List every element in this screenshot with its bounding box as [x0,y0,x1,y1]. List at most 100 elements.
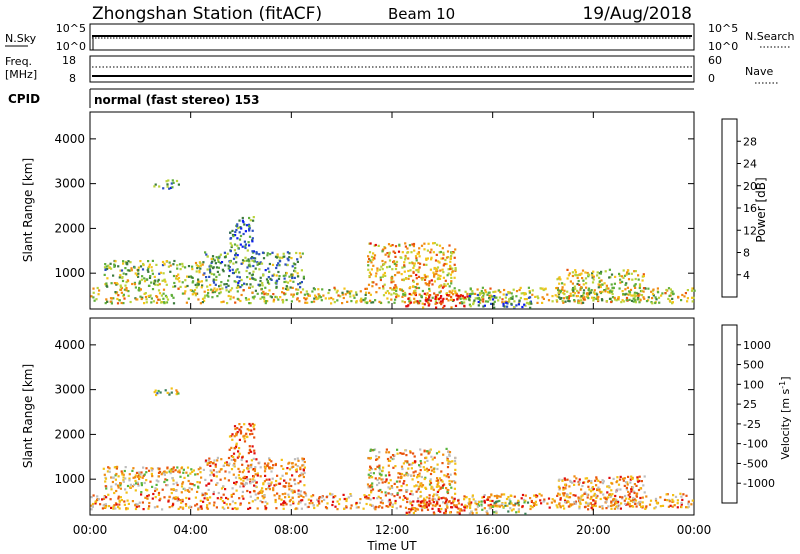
range-cell [437,485,441,488]
range-cell [173,496,176,499]
range-cell [262,290,265,293]
range-cell [298,300,301,303]
range-cell [399,472,402,475]
range-cell [630,294,633,297]
range-cell [623,499,626,502]
range-cell [230,458,233,462]
range-cell [540,494,543,497]
range-cell [239,478,243,481]
range-cell [405,305,408,308]
range-cell [445,487,448,490]
range-cell [613,296,616,299]
xtick-label: 08:00 [274,523,309,537]
range-cell [432,271,435,274]
range-cell [210,288,213,291]
range-cell [446,473,449,476]
range-cell [374,299,377,302]
velocity-frame [89,317,695,516]
range-cell [249,433,252,436]
range-cell [101,507,104,510]
range-cell [515,304,518,307]
range-cell [175,179,179,183]
range-cell [183,476,186,479]
range-cell [454,304,458,307]
range-cell [308,502,311,505]
range-cell [448,285,451,288]
range-cell [536,295,539,298]
range-cell [208,461,211,464]
range-cell [577,279,580,283]
range-cell [125,273,128,276]
range-cell [352,294,355,297]
range-cell [423,273,426,277]
range-cell [417,268,420,271]
range-cell [450,291,453,294]
range-cell [216,288,219,291]
range-cell [169,270,172,273]
range-cell [271,274,274,277]
range-cell [204,294,207,297]
range-cell [211,255,215,258]
range-cell [557,288,560,292]
range-cell [235,489,238,492]
range-cell [264,269,267,272]
range-cell [400,465,404,468]
range-cell [251,273,254,276]
range-cell [440,486,443,489]
range-cell [261,490,264,493]
range-cell [170,293,173,297]
range-cell [417,481,420,484]
range-cell [517,510,520,513]
range-cell [157,289,161,292]
range-cell [592,299,595,302]
range-cell [438,244,442,247]
range-cell [290,484,293,488]
range-cell [223,477,227,480]
range-cell [638,283,642,286]
range-cell [386,492,389,495]
range-cell [180,485,184,488]
range-cell [140,484,143,487]
range-cell [145,471,148,474]
range-cell [285,272,288,275]
range-cell [303,466,306,469]
range-cell [154,283,157,286]
range-cell [425,496,428,499]
range-cell [409,500,412,503]
range-cell [245,283,248,286]
range-cell [163,473,166,476]
range-cell [630,490,633,493]
range-cell [537,297,540,300]
range-cell [611,504,614,507]
range-cell [134,479,137,483]
range-cell [288,252,291,255]
range-cell [423,292,426,295]
range-cell [372,472,375,475]
range-cell [240,482,243,485]
range-cell [442,257,445,260]
range-cell [320,496,324,499]
range-cell [614,502,617,505]
range-cell [408,511,411,514]
range-cell [494,290,497,293]
range-cell [429,251,432,254]
range-cell [512,508,515,511]
range-cell [444,497,447,500]
range-cell [596,296,599,299]
range-cell [403,301,406,304]
range-cell [601,290,604,293]
range-cell [162,472,165,475]
range-cell [238,470,241,473]
range-cell [491,505,494,508]
range-cell [592,270,595,273]
range-cell [453,504,456,507]
range-cell [236,268,239,271]
range-cell [535,495,538,499]
range-cell [383,283,386,286]
range-cell [230,287,234,290]
range-cell [297,492,300,495]
range-cell [203,299,206,302]
range-cell [431,283,434,286]
range-cell [193,289,197,292]
range-cell [619,495,622,499]
